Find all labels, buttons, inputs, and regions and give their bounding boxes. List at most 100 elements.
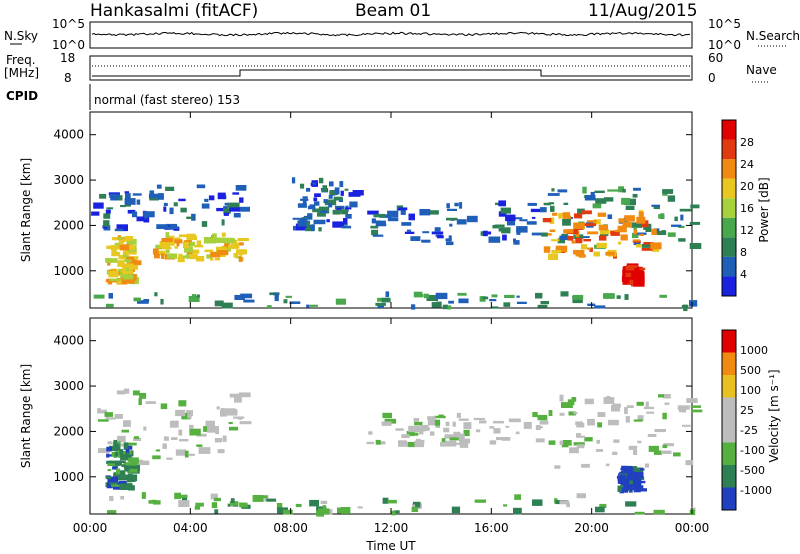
noise-right-tick-top: 10^5	[708, 17, 741, 31]
power-cell	[419, 294, 424, 298]
power-cell	[292, 217, 304, 220]
power-panel: Slant Range [km] 1000 2000 3000 4000 28 24 20…	[19, 111, 771, 312]
velocity-cell	[416, 438, 421, 442]
velocity-cell	[605, 463, 610, 467]
power-cell	[312, 182, 316, 185]
velocity-cell	[123, 442, 129, 449]
power-cell	[329, 190, 339, 196]
velocity-cell	[621, 487, 628, 493]
power-cell	[349, 201, 358, 208]
power-cell	[454, 202, 459, 207]
velocity-cell	[629, 484, 635, 488]
power-cell	[488, 236, 501, 243]
velocity-cell	[660, 450, 672, 454]
power-cell	[557, 238, 566, 244]
velocity-cell	[644, 463, 650, 468]
velocity-cell	[411, 506, 419, 512]
velocity-cell	[141, 492, 146, 499]
power-cell	[371, 229, 379, 236]
power-cell	[653, 206, 660, 210]
power-cell	[662, 189, 674, 194]
velocity-cell	[603, 397, 615, 404]
velocity-cell	[662, 412, 667, 420]
power-cell	[632, 276, 645, 283]
power-cell	[224, 242, 230, 249]
velocity-cell	[160, 403, 168, 410]
power-cell	[155, 244, 163, 250]
power-cell	[105, 257, 112, 263]
velocity-cell	[501, 437, 511, 441]
power-cell	[224, 202, 229, 206]
velocity-cell	[126, 464, 137, 469]
power-cell	[154, 292, 158, 297]
power-cell	[221, 219, 225, 226]
power-colorbar-tick: 20	[740, 180, 754, 193]
velocity-cell	[109, 496, 114, 501]
velocity-cell	[153, 500, 161, 505]
velocity-cell	[295, 503, 302, 508]
velocity-cell	[133, 437, 142, 441]
velocity-cell	[463, 429, 470, 437]
velocity-cell	[559, 394, 564, 402]
velocity-cell	[653, 509, 665, 515]
velocity-colorbar-frame	[721, 329, 737, 511]
velocity-cell	[415, 502, 421, 508]
power-cell	[118, 268, 122, 276]
power-cell	[329, 181, 334, 187]
velocity-cell	[155, 449, 161, 452]
velocity-cell	[458, 418, 469, 421]
velocity-cell	[617, 485, 623, 492]
power-cell	[91, 211, 100, 216]
power-cell	[458, 298, 469, 304]
velocity-cell	[366, 441, 374, 445]
velocity-cell	[449, 437, 462, 441]
power-cell	[498, 211, 506, 217]
power-cell	[690, 204, 700, 209]
power-cell	[436, 235, 444, 239]
velocity-cell	[238, 392, 251, 398]
power-cell	[507, 221, 516, 226]
power-cell	[124, 191, 130, 194]
velocity-cell	[653, 450, 662, 455]
x-axis-label: Time UT	[365, 539, 416, 553]
velocity-cell	[179, 439, 189, 442]
power-cell	[169, 207, 174, 215]
velocity-cell	[440, 442, 450, 447]
velocity-cell	[434, 419, 441, 426]
velocity-cell	[690, 405, 702, 408]
velocity-cell	[143, 426, 147, 431]
noise-sky-trace	[91, 31, 691, 37]
power-cell	[511, 217, 523, 220]
velocity-cell	[562, 440, 572, 446]
velocity-cell	[581, 463, 590, 468]
velocity-cell	[463, 422, 472, 429]
velocity-cell	[107, 463, 119, 467]
power-cell	[300, 183, 305, 189]
power-cell	[126, 267, 130, 272]
x-tick-label: 12:00	[374, 521, 409, 535]
velocity-colorbar-swatch	[722, 375, 736, 398]
velocity-cell	[115, 460, 122, 466]
velocity-cell	[587, 418, 595, 426]
velocity-cell	[452, 421, 456, 427]
power-cell	[557, 189, 568, 193]
power-cell	[173, 239, 183, 244]
power-cell	[305, 228, 314, 232]
power-cell	[157, 250, 166, 256]
velocity-cell	[375, 439, 381, 445]
velocity-cell	[118, 476, 129, 481]
velocity-cell	[479, 420, 487, 424]
velocity-cell	[459, 438, 471, 444]
velocity-cell	[441, 438, 446, 444]
velocity-cell	[214, 509, 219, 514]
velocity-cell	[214, 438, 223, 443]
power-cell	[482, 296, 489, 300]
power-cell	[573, 294, 584, 300]
power-cell	[237, 238, 249, 242]
velocity-cell	[648, 445, 659, 452]
power-cell	[186, 216, 193, 219]
power-cell	[689, 300, 698, 307]
power-cell	[174, 246, 179, 249]
velocity-cell	[629, 480, 633, 486]
power-cell	[128, 264, 139, 270]
